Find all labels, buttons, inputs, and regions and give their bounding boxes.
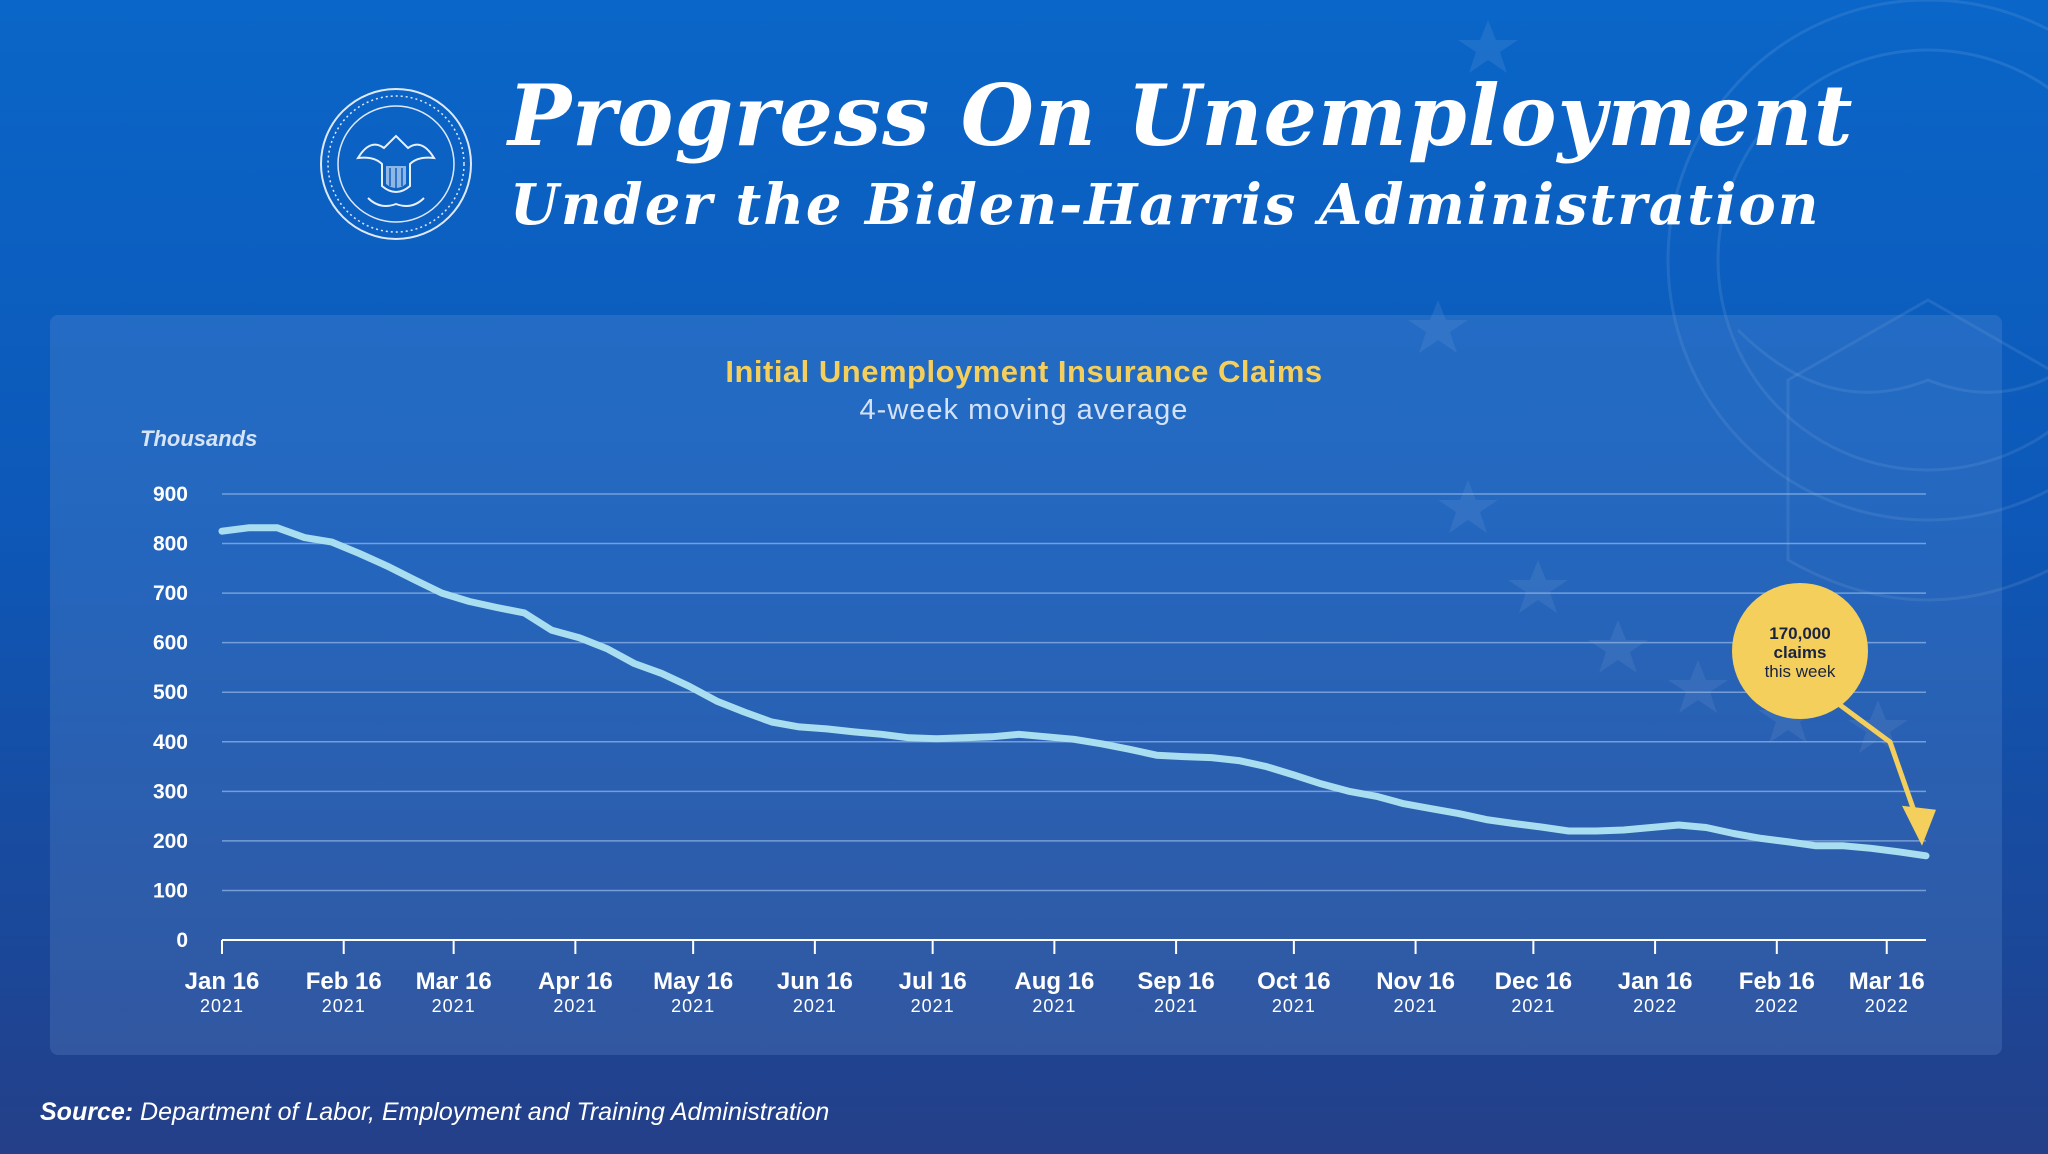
x-tick-label: Feb 16 (1739, 968, 1815, 995)
x-tick-label: May 16 (653, 968, 733, 995)
x-tick-label: Apr 16 (538, 968, 613, 995)
x-tick-label: Feb 16 (306, 968, 382, 995)
x-tick-year-label: 2021 (200, 996, 244, 1016)
y-tick-label: 900 (153, 483, 188, 506)
x-tick-year-label: 2022 (1865, 996, 1909, 1016)
source-label: Source: (40, 1098, 134, 1126)
x-tick-year-label: 2021 (553, 996, 597, 1016)
x-tick-label: Mar 16 (416, 968, 492, 995)
x-tick-year-label: 2021 (1272, 996, 1316, 1016)
y-tick-label: 0 (176, 929, 188, 952)
presidential-seal-icon (320, 88, 472, 240)
x-tick-year-label: 2021 (1154, 996, 1198, 1016)
x-tick-year-label: 2021 (1032, 996, 1076, 1016)
annotation-line3: this week (1765, 662, 1836, 681)
annotation-value: 170,000 (1769, 624, 1830, 643)
annotation-pointer-line (1838, 702, 1925, 835)
x-tick-year-label: 2022 (1755, 996, 1799, 1016)
x-tick-year-label: 2021 (322, 996, 366, 1016)
y-tick-label: 100 (153, 879, 188, 902)
x-tick-year-label: 2021 (432, 996, 476, 1016)
x-tick-label: Oct 16 (1257, 968, 1330, 995)
x-tick-label: Jul 16 (899, 968, 967, 995)
x-tick-year-label: 2021 (671, 996, 715, 1016)
x-tick-label: Mar 16 (1849, 968, 1925, 995)
page-title: Progress On Unemployment (508, 66, 1854, 165)
x-tick-label: Nov 16 (1376, 968, 1455, 995)
y-tick-label: 700 (153, 582, 188, 605)
x-tick-label: Jun 16 (777, 968, 853, 995)
x-tick-year-label: 2021 (911, 996, 955, 1016)
x-tick-year-label: 2022 (1633, 996, 1677, 1016)
y-tick-label: 800 (153, 533, 188, 556)
annotation-bubble (1732, 583, 1868, 719)
page-subtitle: Under the Biden-Harris Administration (510, 172, 1821, 238)
chart-title: Initial Unemployment Insurance Claims (725, 354, 1323, 389)
x-tick-year-label: 2021 (1394, 996, 1438, 1016)
source-note: Source: Department of Labor, Employment … (40, 1098, 829, 1127)
x-tick-label: Dec 16 (1495, 968, 1572, 995)
y-tick-label: 200 (153, 830, 188, 853)
x-tick-label: Aug 16 (1014, 968, 1094, 995)
x-tick-year-label: 2021 (1511, 996, 1555, 1016)
y-tick-label: 400 (153, 731, 188, 754)
y-tick-label: 500 (153, 681, 188, 704)
x-tick-year-label: 2021 (793, 996, 837, 1016)
chart-panel (50, 315, 2002, 1055)
annotation-arrowhead-icon (1902, 805, 1936, 846)
x-tick-label: Jan 16 (1618, 968, 1693, 995)
x-tick-label: Sep 16 (1137, 968, 1214, 995)
claims-series-line (218, 524, 1930, 860)
y-axis-unit-label: Thousands (140, 426, 258, 451)
chart-subtitle: 4-week moving average (859, 394, 1189, 426)
source-text: Department of Labor, Employment and Trai… (140, 1098, 830, 1126)
annotation-line2: claims (1774, 643, 1827, 662)
x-tick-label: Jan 16 (185, 968, 260, 995)
y-tick-label: 300 (153, 780, 188, 803)
y-tick-label: 600 (153, 632, 188, 655)
